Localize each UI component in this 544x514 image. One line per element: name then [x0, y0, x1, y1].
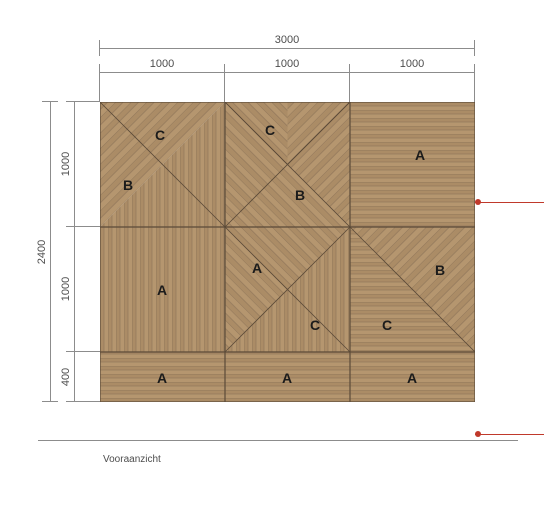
dim-ext — [474, 80, 475, 102]
dim-tick — [66, 351, 82, 352]
panel-r1c0 — [100, 227, 225, 352]
panel-r2c2 — [350, 352, 475, 402]
dim-left-seg-1: 1000 — [60, 277, 72, 301]
dim-tick — [66, 101, 82, 102]
dim-top-seg-1: 1000 — [275, 58, 299, 70]
dim-ext — [224, 80, 225, 102]
dim-top-total: 3000 — [275, 34, 299, 46]
dim-left-seg-2: 400 — [60, 368, 72, 386]
dim-left-seg-0: 1000 — [60, 152, 72, 176]
baseline — [38, 440, 518, 441]
dim-tick — [66, 226, 82, 227]
dim-tick — [99, 64, 100, 80]
leader-line-2 — [475, 434, 544, 435]
dim-ext — [82, 101, 100, 102]
dim-ext — [82, 351, 100, 352]
dim-ext — [349, 80, 350, 102]
dim-tick — [42, 401, 58, 402]
dim-tick — [42, 101, 58, 102]
dim-left-total-line — [50, 102, 51, 402]
leader-line-1 — [475, 202, 544, 203]
dim-tick — [99, 40, 100, 56]
dim-tick — [474, 40, 475, 56]
leader-dot-1 — [475, 199, 481, 205]
panel-r2c1 — [225, 352, 350, 402]
dim-top-seg-0: 1000 — [150, 58, 174, 70]
caption: Vooraanzicht — [103, 454, 161, 465]
dim-tick — [224, 64, 225, 80]
dim-ext — [99, 80, 100, 102]
dim-tick — [349, 64, 350, 80]
dim-top-seg-2: 1000 — [400, 58, 424, 70]
dim-tick — [474, 64, 475, 80]
dim-top-seg-line — [100, 72, 475, 73]
dim-left-total: 2400 — [36, 240, 48, 264]
dim-tick — [66, 401, 82, 402]
panel-r2c0 — [100, 352, 225, 402]
leader-dot-2 — [475, 431, 481, 437]
dim-top-total-line — [100, 48, 475, 49]
dim-ext — [82, 226, 100, 227]
dim-ext — [82, 401, 100, 402]
panel-r0c2 — [350, 102, 475, 227]
floor-plan — [100, 102, 475, 402]
dim-left-seg-line — [74, 102, 75, 402]
